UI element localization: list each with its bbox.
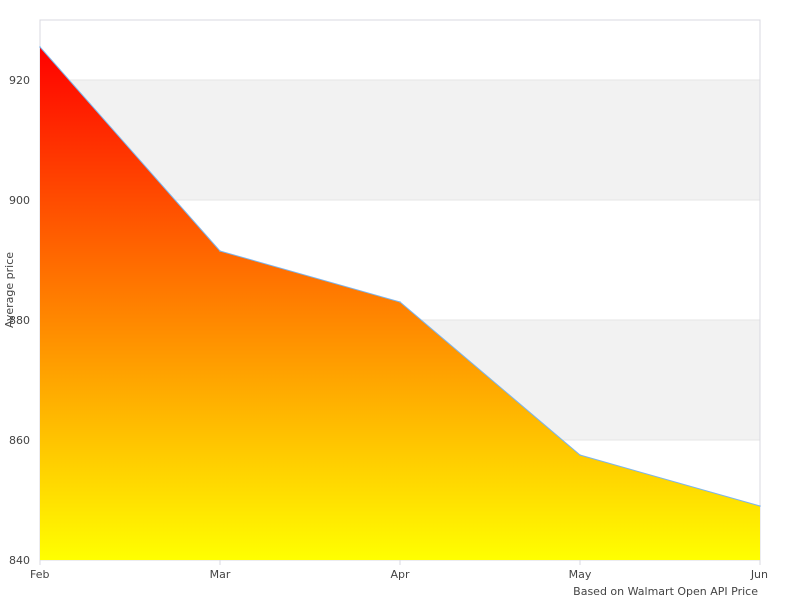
y-tick-label: 880 <box>9 314 30 327</box>
x-tick-label: Mar <box>210 568 231 581</box>
area-fill <box>40 47 760 560</box>
y-axis-ticks: 840 860 880 900 920 <box>9 74 30 567</box>
plot-band <box>40 80 760 200</box>
y-tick-label: 920 <box>9 74 30 87</box>
y-tick-label: 900 <box>9 194 30 207</box>
x-tick-label: May <box>569 568 592 581</box>
chart-credit[interactable]: Based on Walmart Open API Price <box>573 585 758 598</box>
y-axis-title: Average price <box>3 252 16 328</box>
y-tick-label: 860 <box>9 434 30 447</box>
data-point-apr[interactable] <box>399 301 401 303</box>
data-point-feb[interactable] <box>39 46 41 48</box>
x-tick-label: Apr <box>390 568 410 581</box>
series-area <box>39 46 761 560</box>
data-point-mar[interactable] <box>219 250 221 252</box>
y-tick-label: 840 <box>9 554 30 567</box>
x-tick-label: Jun <box>750 568 768 581</box>
data-point-jun[interactable] <box>759 505 761 507</box>
x-axis-ticks: Feb Mar Apr May Jun <box>30 560 768 581</box>
x-tick-label: Feb <box>30 568 49 581</box>
data-point-may[interactable] <box>579 454 581 456</box>
